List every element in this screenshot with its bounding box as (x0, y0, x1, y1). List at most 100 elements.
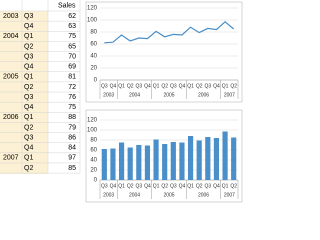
y-tick-label: 40 (90, 158, 97, 164)
x-tick-label: Q3 (101, 183, 108, 189)
quarter-cell: Q4 (24, 145, 33, 152)
y-tick-label: 20 (90, 168, 97, 174)
x-group-label: 2007 (224, 192, 235, 198)
quarter-cell: Q2 (24, 165, 33, 172)
x-tick-label: Q3 (204, 183, 211, 189)
quarter-cell: Q3 (24, 94, 33, 101)
x-tick-label: Q4 (110, 83, 117, 89)
x-group-label: 2006 (198, 192, 209, 198)
y-tick-label: 120 (87, 118, 98, 124)
bar (136, 145, 142, 180)
quarter-cell: Q3 (24, 134, 33, 141)
x-tick-label: Q1 (187, 183, 194, 189)
x-tick-label: Q3 (170, 183, 177, 189)
x-tick-label: Q1 (222, 83, 229, 89)
y-tick-label: 0 (94, 78, 98, 84)
x-tick-label: Q4 (110, 183, 117, 189)
value-cell: 63 (68, 23, 76, 30)
line-chart-frame (85, 1, 243, 103)
x-tick-label: Q3 (135, 183, 142, 189)
quarter-cell: Q4 (24, 23, 33, 30)
x-group-label: 2004 (129, 192, 140, 198)
bar (162, 144, 168, 180)
bar (187, 136, 194, 180)
bar (101, 149, 107, 180)
quarter-cell: Q1 (24, 155, 33, 162)
y-tick-label: 60 (90, 42, 97, 48)
x-tick-label: Q3 (204, 83, 211, 89)
y-tick-label: 40 (90, 54, 97, 60)
x-group-label: 2005 (163, 192, 174, 198)
x-tick-label: Q2 (196, 83, 203, 89)
bar (127, 147, 133, 180)
column-header: Sales (58, 2, 76, 9)
screenshot: Sales 2003 Q3 62 Q4 63 2004 Q1 75 Q2 65 Q3 70 Q4 69 20… (0, 0, 243, 203)
x-tick-label: Q2 (127, 83, 134, 89)
y-tick-label: 20 (90, 66, 97, 72)
x-tick-label: Q4 (144, 183, 151, 189)
value-cell: 85 (68, 165, 76, 172)
x-tick-label: Q2 (127, 183, 134, 189)
year-cell: 2006 (3, 114, 19, 121)
x-tick-label: Q2 (161, 183, 168, 189)
y-tick-label: 80 (90, 138, 97, 144)
x-group-label: 2003 (103, 192, 114, 198)
quarter-cell: Q4 (24, 104, 33, 111)
x-tick-label: Q4 (144, 83, 151, 89)
x-tick-label: Q1 (153, 83, 160, 89)
x-tick-label: Q4 (213, 183, 220, 189)
value-cell: 75 (68, 33, 76, 40)
quarter-cell: Q1 (24, 33, 33, 40)
bar (179, 142, 185, 180)
quarter-cell: Q2 (24, 124, 33, 131)
x-tick-label: Q3 (170, 83, 177, 89)
bar (110, 148, 116, 180)
x-tick-label: Q2 (161, 83, 168, 89)
bar (205, 137, 211, 180)
bar (196, 140, 202, 180)
x-tick-label: Q2 (230, 183, 237, 189)
x-group-label: 2006 (198, 92, 209, 98)
y-tick-label: 120 (87, 6, 98, 12)
x-tick-label: Q3 (135, 83, 142, 89)
x-tick-label: Q4 (213, 83, 220, 89)
value-cell: 75 (68, 104, 76, 111)
bar (231, 137, 237, 180)
year-cell: 2003 (3, 13, 19, 20)
quarter-cell: Q2 (24, 84, 33, 91)
bar (170, 142, 176, 180)
x-tick-label: Q3 (101, 83, 108, 89)
value-cell: 79 (68, 124, 76, 131)
quarter-cell: Q1 (24, 74, 33, 81)
quarter-cell: Q4 (24, 64, 33, 71)
x-tick-label: Q4 (179, 183, 186, 189)
x-tick-label: Q1 (118, 183, 125, 189)
value-cell: 76 (68, 94, 76, 101)
y-tick-label: 80 (90, 30, 97, 36)
x-tick-label: Q2 (230, 83, 237, 89)
value-cell: 86 (68, 134, 76, 141)
value-cell: 88 (68, 114, 76, 121)
x-tick-label: Q1 (118, 83, 125, 89)
year-cell: 2005 (3, 74, 19, 81)
bar (222, 131, 228, 180)
bar (153, 139, 159, 180)
y-tick-label: 60 (90, 148, 97, 154)
quarter-cell: Q2 (24, 43, 33, 50)
value-cell: 70 (68, 53, 76, 60)
y-tick-label: 100 (87, 128, 98, 134)
x-tick-label: Q2 (196, 183, 203, 189)
value-cell: 62 (68, 13, 76, 20)
x-tick-label: Q1 (222, 183, 229, 189)
quarter-cell: Q3 (24, 13, 33, 20)
x-group-label: 2004 (129, 92, 140, 98)
bar (118, 142, 125, 180)
label-columns (0, 11, 48, 174)
quarter-cell: Q3 (24, 53, 33, 60)
line (104, 21, 235, 44)
value-cell: 72 (68, 84, 76, 91)
value-cell: 97 (68, 155, 76, 162)
bar (144, 145, 151, 180)
quarter-cell: Q1 (24, 114, 33, 121)
x-tick-label: Q4 (179, 83, 186, 89)
